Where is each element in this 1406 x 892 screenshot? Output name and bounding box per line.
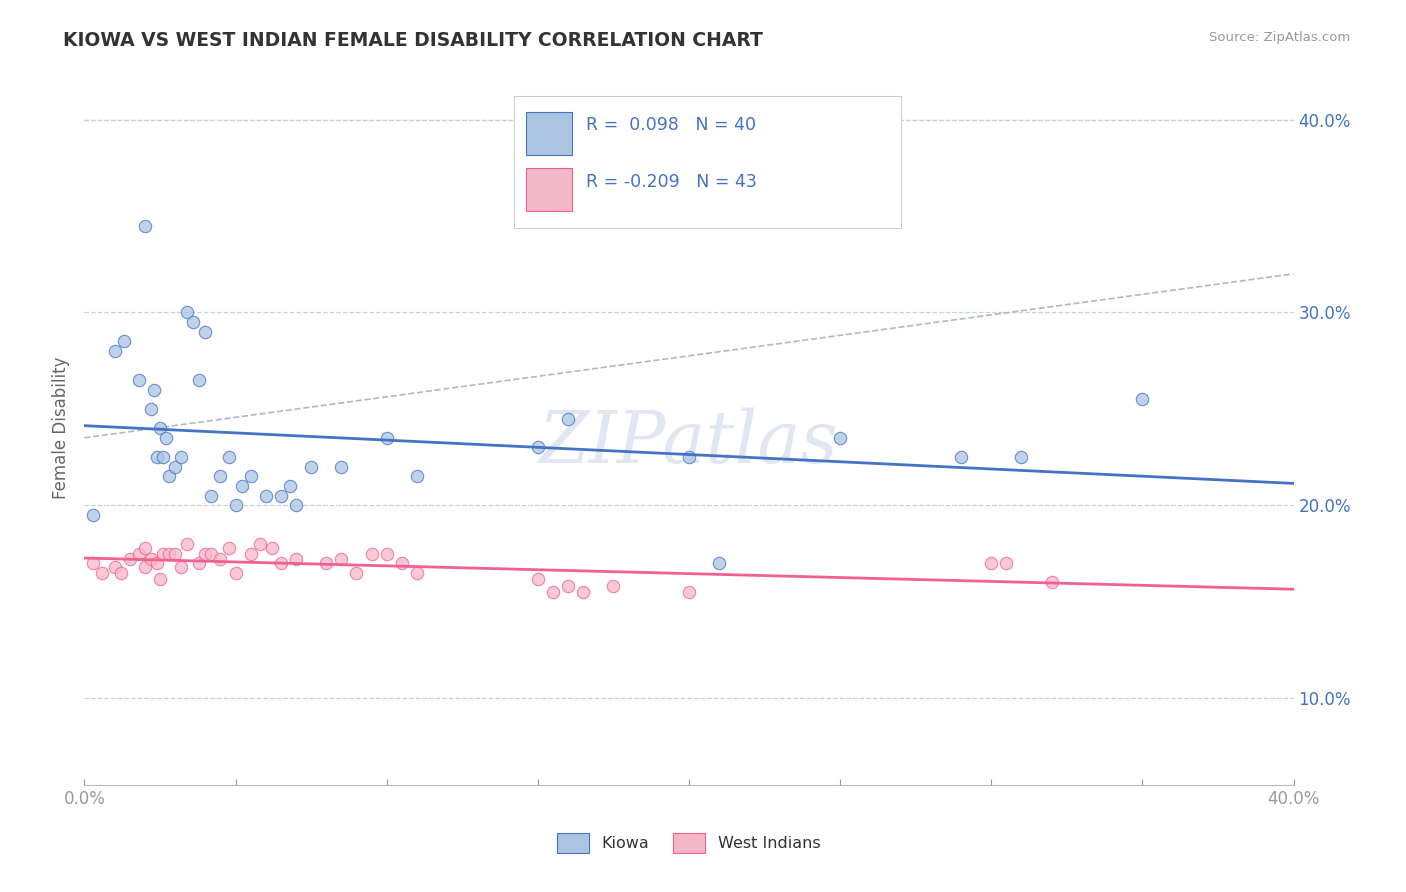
Point <box>225 566 247 580</box>
Y-axis label: Female Disability: Female Disability <box>52 357 70 500</box>
Point <box>142 383 165 397</box>
Point <box>406 469 429 483</box>
Point <box>91 566 114 580</box>
Point <box>270 489 292 503</box>
Point <box>278 479 301 493</box>
Point <box>176 537 198 551</box>
Text: ZIPatlas: ZIPatlas <box>538 407 839 478</box>
Point <box>1011 450 1033 464</box>
Point <box>128 373 150 387</box>
Point <box>176 305 198 319</box>
Point <box>181 315 204 329</box>
Bar <box>526 168 572 211</box>
Point <box>260 541 283 555</box>
Point <box>285 498 308 512</box>
Point <box>112 334 135 349</box>
Point <box>572 585 595 599</box>
Point <box>285 552 308 566</box>
Point <box>188 556 211 570</box>
Point <box>110 566 132 580</box>
Point <box>218 450 240 464</box>
Point <box>82 508 104 522</box>
Point <box>152 547 174 561</box>
Point <box>249 537 271 551</box>
Point <box>200 489 222 503</box>
Legend: Kiowa, West Indians: Kiowa, West Indians <box>551 827 827 859</box>
Point <box>128 547 150 561</box>
Point <box>678 450 700 464</box>
Point <box>557 411 579 425</box>
Point <box>330 552 353 566</box>
Point <box>830 431 852 445</box>
Point <box>239 547 262 561</box>
Point <box>134 219 156 233</box>
Point <box>139 552 162 566</box>
Point <box>209 469 232 483</box>
Point <box>980 556 1002 570</box>
Point <box>270 556 292 570</box>
Point <box>104 560 127 574</box>
Point <box>1040 575 1063 590</box>
Point <box>152 450 174 464</box>
Point <box>950 450 973 464</box>
Point <box>104 344 127 359</box>
Point <box>165 547 187 561</box>
Point <box>375 547 398 561</box>
Point <box>134 541 156 555</box>
Point <box>157 547 180 561</box>
Point <box>155 431 177 445</box>
Point <box>157 469 180 483</box>
Point <box>170 560 193 574</box>
Point <box>231 479 253 493</box>
Point <box>709 556 731 570</box>
Point <box>406 566 429 580</box>
FancyBboxPatch shape <box>513 96 901 228</box>
Point <box>188 373 211 387</box>
Point <box>225 498 247 512</box>
Text: R = -0.209   N = 43: R = -0.209 N = 43 <box>586 173 756 191</box>
Point <box>194 325 217 339</box>
Point <box>315 556 337 570</box>
Point <box>218 541 240 555</box>
Point <box>299 459 322 474</box>
Bar <box>526 112 572 155</box>
Point <box>139 401 162 416</box>
Point <box>678 585 700 599</box>
Point <box>527 572 550 586</box>
Point <box>82 556 104 570</box>
Point <box>149 421 172 435</box>
Point <box>134 560 156 574</box>
Point <box>602 579 624 593</box>
Point <box>146 556 169 570</box>
Point <box>146 450 169 464</box>
Point <box>165 459 187 474</box>
Point <box>330 459 353 474</box>
Point <box>1130 392 1153 407</box>
Point <box>118 552 141 566</box>
Point <box>541 585 564 599</box>
Point <box>995 556 1018 570</box>
Point <box>200 547 222 561</box>
Text: KIOWA VS WEST INDIAN FEMALE DISABILITY CORRELATION CHART: KIOWA VS WEST INDIAN FEMALE DISABILITY C… <box>63 31 763 50</box>
Point <box>557 579 579 593</box>
Point <box>239 469 262 483</box>
Point <box>391 556 413 570</box>
Point <box>527 441 550 455</box>
Point <box>194 547 217 561</box>
Point <box>170 450 193 464</box>
Point <box>346 566 368 580</box>
Point <box>254 489 277 503</box>
Point <box>149 572 172 586</box>
Text: R =  0.098   N = 40: R = 0.098 N = 40 <box>586 116 756 134</box>
Point <box>209 552 232 566</box>
Point <box>360 547 382 561</box>
Point <box>375 431 398 445</box>
Text: Source: ZipAtlas.com: Source: ZipAtlas.com <box>1209 31 1350 45</box>
